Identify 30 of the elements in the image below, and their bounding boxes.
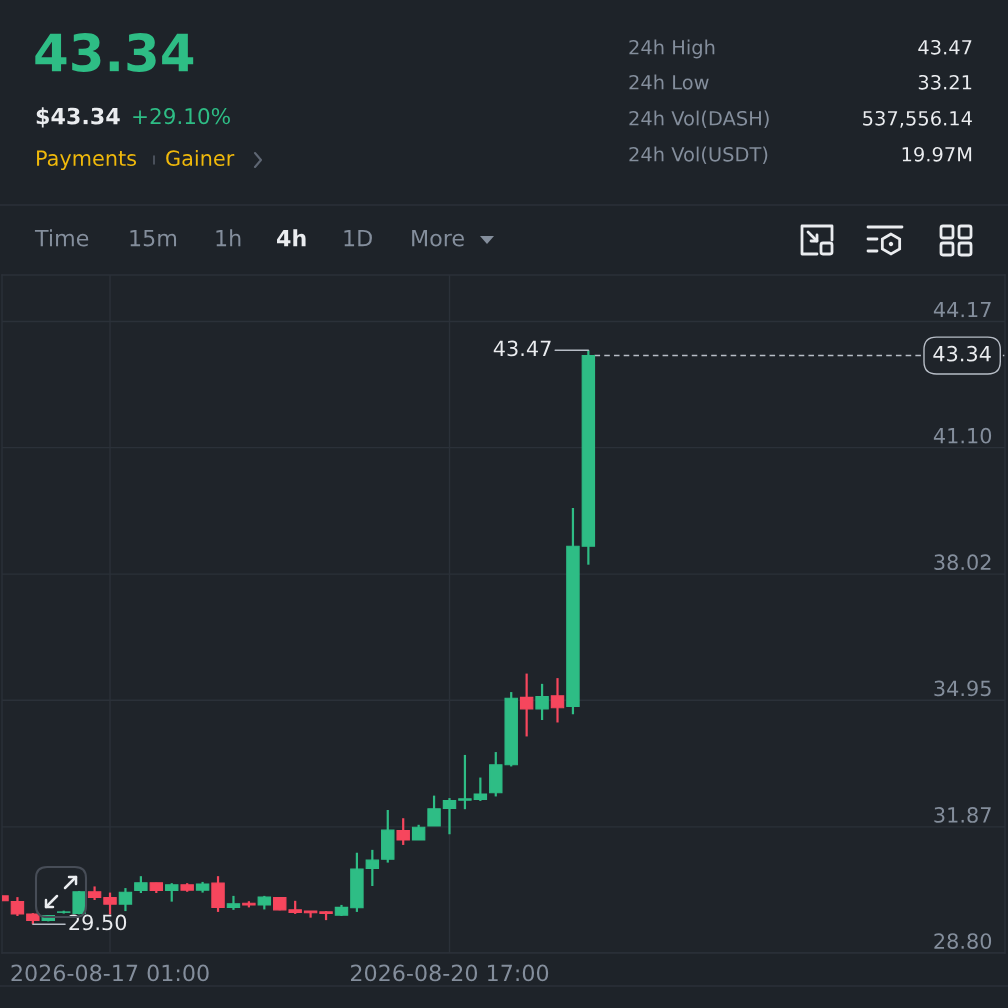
text: 19.97M xyxy=(902,146,972,162)
text: 537,556.14 xyxy=(863,110,972,128)
x-tick-label: 2026-08-17 01:00 xyxy=(11,964,209,982)
text: Gainer xyxy=(166,149,235,167)
y-tick-label: 31.87 xyxy=(934,807,991,823)
annotation: 29.50 xyxy=(69,914,127,931)
text: 1h xyxy=(216,229,241,247)
text: $43.34 xyxy=(36,107,120,128)
text: 33.21 xyxy=(918,74,972,90)
text: 1D xyxy=(344,229,372,247)
text: +29.10% xyxy=(133,107,230,125)
y-tick-label: 38.02 xyxy=(934,554,991,571)
y-tick-label: 44.17 xyxy=(933,301,991,318)
text: 4h xyxy=(277,229,306,247)
text: More xyxy=(412,229,464,247)
text: 24h High xyxy=(629,39,715,59)
y-tick-label: 41.10 xyxy=(933,427,992,444)
text: 24h Low xyxy=(629,74,709,90)
y-tick-label: 34.95 xyxy=(934,680,991,697)
chart-title: 43.34 xyxy=(35,33,194,72)
text: Time xyxy=(34,229,89,247)
annotation: 43.47 xyxy=(493,340,551,357)
text: Payments xyxy=(37,150,137,171)
x-tick-label: 2026-08-20 17:00 xyxy=(351,964,549,982)
text: 24h Vol(USDT) xyxy=(629,146,768,164)
text: 43.47 xyxy=(918,39,972,55)
text: 24h Vol(DASH) xyxy=(629,110,769,128)
text: 15m xyxy=(130,229,177,247)
y-tick-label: 28.80 xyxy=(934,933,992,949)
ref-line-label: 43.34 xyxy=(933,345,991,362)
